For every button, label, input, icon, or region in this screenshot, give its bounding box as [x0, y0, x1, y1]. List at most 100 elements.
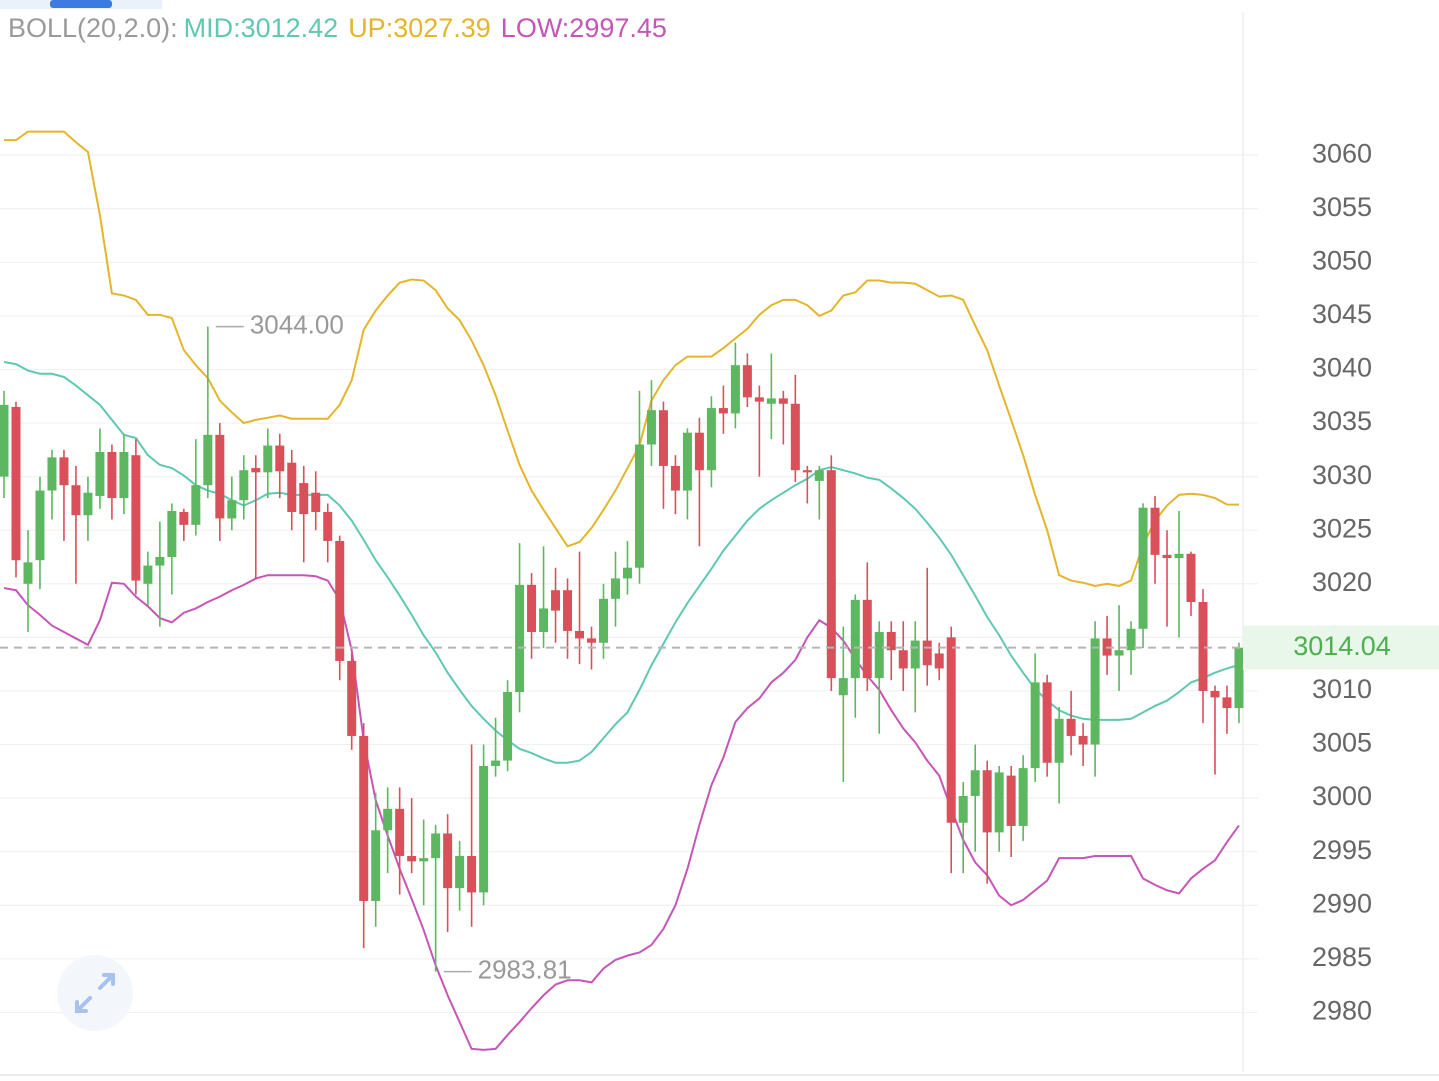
candle-body: [1078, 735, 1088, 745]
bollinger-bands: [3, 130, 1240, 1051]
candle-body: [419, 858, 429, 862]
candle-body: [227, 500, 237, 519]
candle-body: [982, 770, 992, 833]
y-tick-label: 2980: [1312, 996, 1372, 1026]
candle-body: [742, 365, 752, 398]
candle-body: [599, 598, 608, 643]
candle-body: [179, 511, 189, 525]
candle-body: [1030, 682, 1040, 769]
candle-body: [383, 808, 393, 831]
candle-body: [1162, 554, 1172, 559]
candle-body: [658, 410, 668, 466]
candle-body: [239, 470, 249, 501]
candle-body: [922, 640, 932, 666]
candle-body: [203, 434, 213, 486]
candle-body: [1222, 697, 1232, 709]
candle-body: [491, 760, 501, 766]
candle-body: [563, 590, 573, 631]
candle-body: [119, 451, 129, 499]
candle-body: [0, 404, 9, 477]
indicator-header: BOLL(20,2.0): MID:3012.42 UP:3027.39 LOW:29…: [8, 13, 667, 43]
candle-body: [539, 608, 549, 633]
candle-body: [407, 855, 417, 862]
expand-button-bg[interactable]: [57, 955, 133, 1031]
y-tick-label: 3035: [1312, 406, 1372, 436]
candle-body: [347, 660, 357, 736]
candle-body: [1042, 682, 1052, 763]
band-line: [3, 360, 1240, 764]
band-line: [3, 574, 1240, 1051]
candle-body: [682, 432, 692, 491]
candle-body: [167, 510, 177, 557]
y-tick-label: 3020: [1312, 567, 1372, 597]
candle-body: [646, 410, 656, 445]
candle-body: [634, 444, 644, 568]
candle-body: [754, 397, 764, 402]
overlay: 2980298529902995300030053010301530203025…: [0, 138, 1439, 1026]
expand-button[interactable]: [57, 955, 133, 1031]
candle-body: [479, 765, 489, 893]
y-tick-label: 2985: [1312, 942, 1372, 972]
annotation-label: 2983.81: [478, 954, 572, 984]
candle-body: [694, 432, 704, 471]
candle-body: [970, 770, 980, 796]
candle-body: [802, 470, 812, 473]
candle-body: [143, 565, 153, 584]
candle-body: [47, 457, 57, 491]
candle-body: [299, 483, 309, 515]
candle-body: [1054, 718, 1064, 763]
annotation-label: 3044.00: [250, 309, 344, 339]
candle-body: [131, 455, 141, 581]
y-tick-label: 3040: [1312, 353, 1372, 383]
candle-body: [503, 692, 513, 761]
y-tick-label: 3025: [1312, 513, 1372, 543]
active-tab[interactable]: [50, 0, 112, 8]
legend-entry: UP:3027.39: [348, 13, 491, 43]
candle-body: [1090, 638, 1100, 745]
candle-body: [371, 830, 381, 901]
candle-body: [838, 678, 848, 696]
candle-body: [910, 640, 920, 669]
candle-body: [23, 562, 33, 584]
candle-body: [706, 408, 716, 471]
candle-body: [1114, 650, 1124, 656]
candle-body: [934, 653, 944, 669]
y-tick-label: 3010: [1312, 674, 1372, 704]
candle-body: [850, 599, 860, 679]
candle-body: [443, 833, 453, 889]
legend-entry: MID:3012.42: [184, 13, 339, 43]
candle-body: [1198, 602, 1208, 691]
candle-body: [527, 584, 537, 633]
candle-body: [215, 434, 225, 519]
last-price-box: [1243, 625, 1439, 670]
candle-body: [107, 451, 117, 499]
candle-body: [994, 772, 1004, 833]
y-tick-label: 3045: [1312, 299, 1372, 329]
candle-body: [323, 511, 333, 541]
y-tick-label: 3005: [1312, 728, 1372, 758]
candle-body: [886, 632, 896, 651]
candle-body: [1150, 507, 1160, 555]
candle-body: [59, 457, 69, 486]
candle-body: [1138, 507, 1148, 629]
candle-body: [395, 808, 405, 856]
candle-body: [551, 590, 561, 611]
expand-icon[interactable]: [75, 973, 115, 1013]
candle-body: [778, 398, 788, 404]
candle-body: [11, 406, 21, 561]
candle-body: [814, 470, 824, 481]
band-line: [4, 130, 1239, 587]
candle-body: [1006, 775, 1016, 826]
candle-body: [359, 735, 369, 901]
candle-body: [455, 855, 465, 889]
candle-body: [155, 557, 165, 566]
candle-body: [275, 445, 285, 472]
candle-body: [587, 638, 597, 643]
candle-body: [622, 567, 632, 579]
candle-body: [790, 403, 800, 471]
candle-body: [730, 365, 740, 414]
candle-body: [946, 637, 956, 823]
candle-body: [191, 485, 201, 525]
y-tick-label: 2990: [1312, 888, 1372, 918]
